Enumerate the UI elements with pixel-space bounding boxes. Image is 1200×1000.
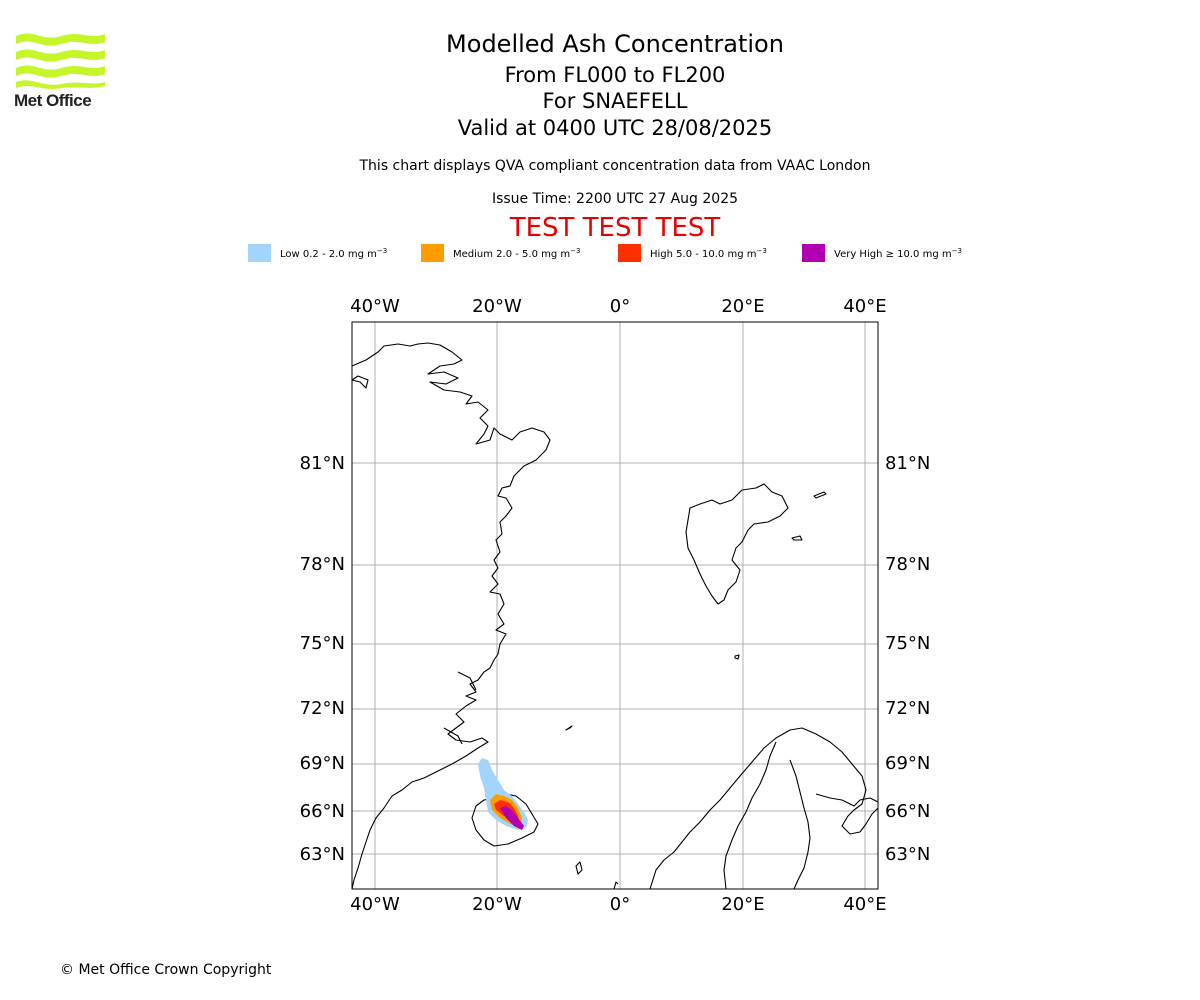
lat-label-right-66n: 66°N	[885, 801, 930, 822]
legend-swatch-high	[618, 244, 641, 262]
greenland-west-notch	[351, 375, 369, 389]
lat-label-left-78n: 78°N	[300, 554, 345, 575]
map-frame	[351, 321, 879, 890]
legend-label-medium: Medium 2.0 - 5.0 mg m−3	[453, 247, 581, 260]
met-office-logo	[16, 33, 105, 89]
svalbard-main	[685, 483, 789, 605]
lon-label-top-40w: 40°W	[350, 296, 400, 317]
ash-plume	[478, 758, 528, 830]
lat-label-right-63n: 63°N	[885, 844, 930, 865]
copyright-notice: © Met Office Crown Copyright	[60, 962, 272, 978]
lon-label-top-0: 0°	[610, 296, 630, 317]
jan-mayen	[565, 725, 573, 731]
lon-label-bottom-40e: 40°E	[843, 894, 886, 915]
legend-swatch-very-high	[802, 244, 825, 262]
lat-label-left-69n: 69°N	[300, 753, 345, 774]
greenland-fjord-1	[457, 671, 477, 691]
lon-label-bottom-20e: 20°E	[721, 894, 764, 915]
lat-label-left-66n: 66°N	[300, 801, 345, 822]
scandinavia-coast	[613, 727, 879, 890]
lat-label-right-69n: 69°N	[885, 753, 930, 774]
coastlines	[351, 342, 879, 890]
valid-time: Valid at 0400 UTC 28/08/2025	[457, 116, 773, 140]
lon-label-top-40e: 40°E	[843, 296, 886, 317]
legend-label-very-high: Very High ≥ 10.0 mg m−3	[834, 247, 962, 260]
svalbard-east-island	[813, 491, 827, 499]
lon-label-bottom-40w: 40°W	[350, 894, 400, 915]
kola-coast	[815, 793, 879, 807]
lat-label-left-75n: 75°N	[300, 633, 345, 654]
logo-wave-2	[16, 49, 105, 62]
lon-label-bottom-20w: 20°W	[472, 894, 522, 915]
lat-label-right-72n: 72°N	[885, 698, 930, 719]
legend-label-high: High 5.0 - 10.0 mg m−3	[650, 247, 767, 260]
ash-very-high-concentration	[500, 806, 524, 830]
legend-swatch-low	[248, 244, 271, 262]
logo-text: Met Office	[14, 91, 92, 110]
lat-label-left-72n: 72°N	[300, 698, 345, 719]
logo-wave-4	[16, 80, 105, 89]
lon-label-top-20w: 20°W	[472, 296, 522, 317]
lat-label-right-81n: 81°N	[885, 453, 930, 474]
svalbard-small-island	[791, 535, 803, 541]
lon-label-top-20e: 20°E	[721, 296, 764, 317]
legend-swatch-medium	[421, 244, 444, 262]
lat-label-right-78n: 78°N	[885, 554, 930, 575]
faroe-islands	[575, 861, 583, 875]
bear-island	[734, 654, 740, 660]
map-gridlines	[352, 322, 878, 889]
lat-label-right-75n: 75°N	[885, 633, 930, 654]
lat-label-left-63n: 63°N	[300, 844, 345, 865]
chart-title: Modelled Ash Concentration	[446, 30, 784, 58]
flight-level-range: From FL000 to FL200	[504, 63, 726, 87]
legend-label-low: Low 0.2 - 2.0 mg m−3	[280, 247, 388, 260]
issue-time: Issue Time: 2200 UTC 27 Aug 2025	[491, 191, 739, 207]
lon-label-bottom-0: 0°	[610, 894, 630, 915]
lat-label-left-81n: 81°N	[300, 453, 345, 474]
greenland-coast	[351, 342, 551, 890]
logo-wave-3	[16, 65, 105, 78]
logo-wave-1	[16, 33, 105, 46]
volcano-name: For SNAEFELL	[542, 89, 688, 113]
greenland-fjord-2	[443, 727, 463, 745]
test-banner: TEST TEST TEST	[509, 213, 721, 243]
chart-description: This chart displays QVA compliant concen…	[359, 158, 871, 174]
gulf-of-bothnia	[723, 741, 811, 890]
